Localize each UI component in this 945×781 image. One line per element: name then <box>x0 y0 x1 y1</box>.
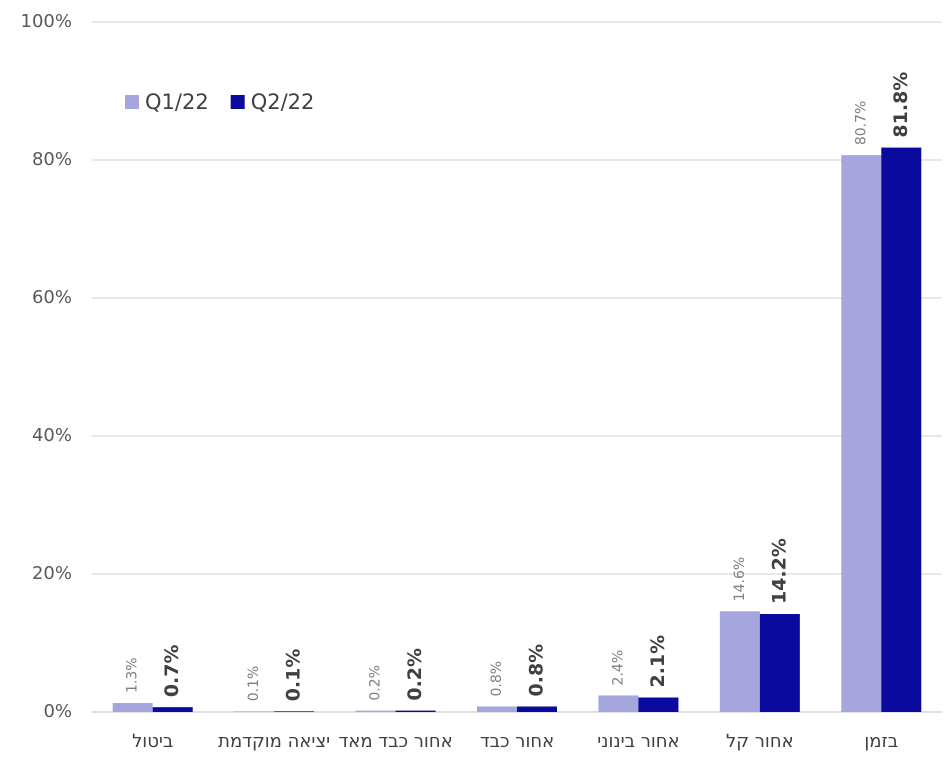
y-tick-label: 100% <box>21 11 72 32</box>
data-label: 14.2% <box>768 538 790 604</box>
data-label: 0.2% <box>404 648 426 701</box>
x-tick-label: ביטול <box>132 731 174 752</box>
y-tick-label: 0% <box>43 701 72 722</box>
data-label: 0.7% <box>161 644 183 697</box>
bar <box>395 710 436 712</box>
x-tick-label: יציאה מוקדמת <box>218 731 331 752</box>
x-tick-label: בזמן <box>864 731 899 752</box>
bar <box>517 706 557 712</box>
x-tick-label: אחור בינוני <box>597 731 680 752</box>
data-label: 14.6% <box>732 557 748 601</box>
data-label: 0.8% <box>526 644 548 697</box>
legend-swatch <box>125 95 139 109</box>
data-label: 0.2% <box>368 665 384 701</box>
legend-label: Q2/22 <box>251 90 315 114</box>
bar <box>841 155 882 713</box>
data-label: 81.8% <box>890 72 912 138</box>
y-tick-label: 60% <box>32 287 72 308</box>
y-tick-label: 40% <box>32 425 72 446</box>
legend-label: Q1/22 <box>145 90 209 114</box>
data-label: 0.1% <box>246 666 262 702</box>
data-label: 0.1% <box>283 649 305 702</box>
x-tick-label: אחור כבד מאד <box>338 731 453 752</box>
data-label: 2.4% <box>610 650 626 686</box>
x-tick-label: אחור כבד <box>479 731 555 752</box>
bar <box>881 147 922 712</box>
data-label: 0.8% <box>489 661 505 697</box>
bar <box>112 703 153 712</box>
bar <box>274 711 315 712</box>
bar <box>355 710 396 712</box>
bar <box>759 614 800 712</box>
bar <box>598 695 639 712</box>
y-tick-label: 20% <box>32 563 72 584</box>
bar <box>638 697 679 712</box>
legend-swatch <box>230 95 245 109</box>
data-label: 2.1% <box>647 635 669 688</box>
data-label: 1.3% <box>125 657 141 693</box>
x-tick-label: אחור קל <box>726 731 794 752</box>
bar <box>477 706 517 712</box>
bar <box>152 707 193 712</box>
bar <box>234 711 275 712</box>
y-tick-label: 80% <box>32 149 72 170</box>
bar <box>719 611 760 712</box>
data-label: 80.7% <box>853 101 869 145</box>
